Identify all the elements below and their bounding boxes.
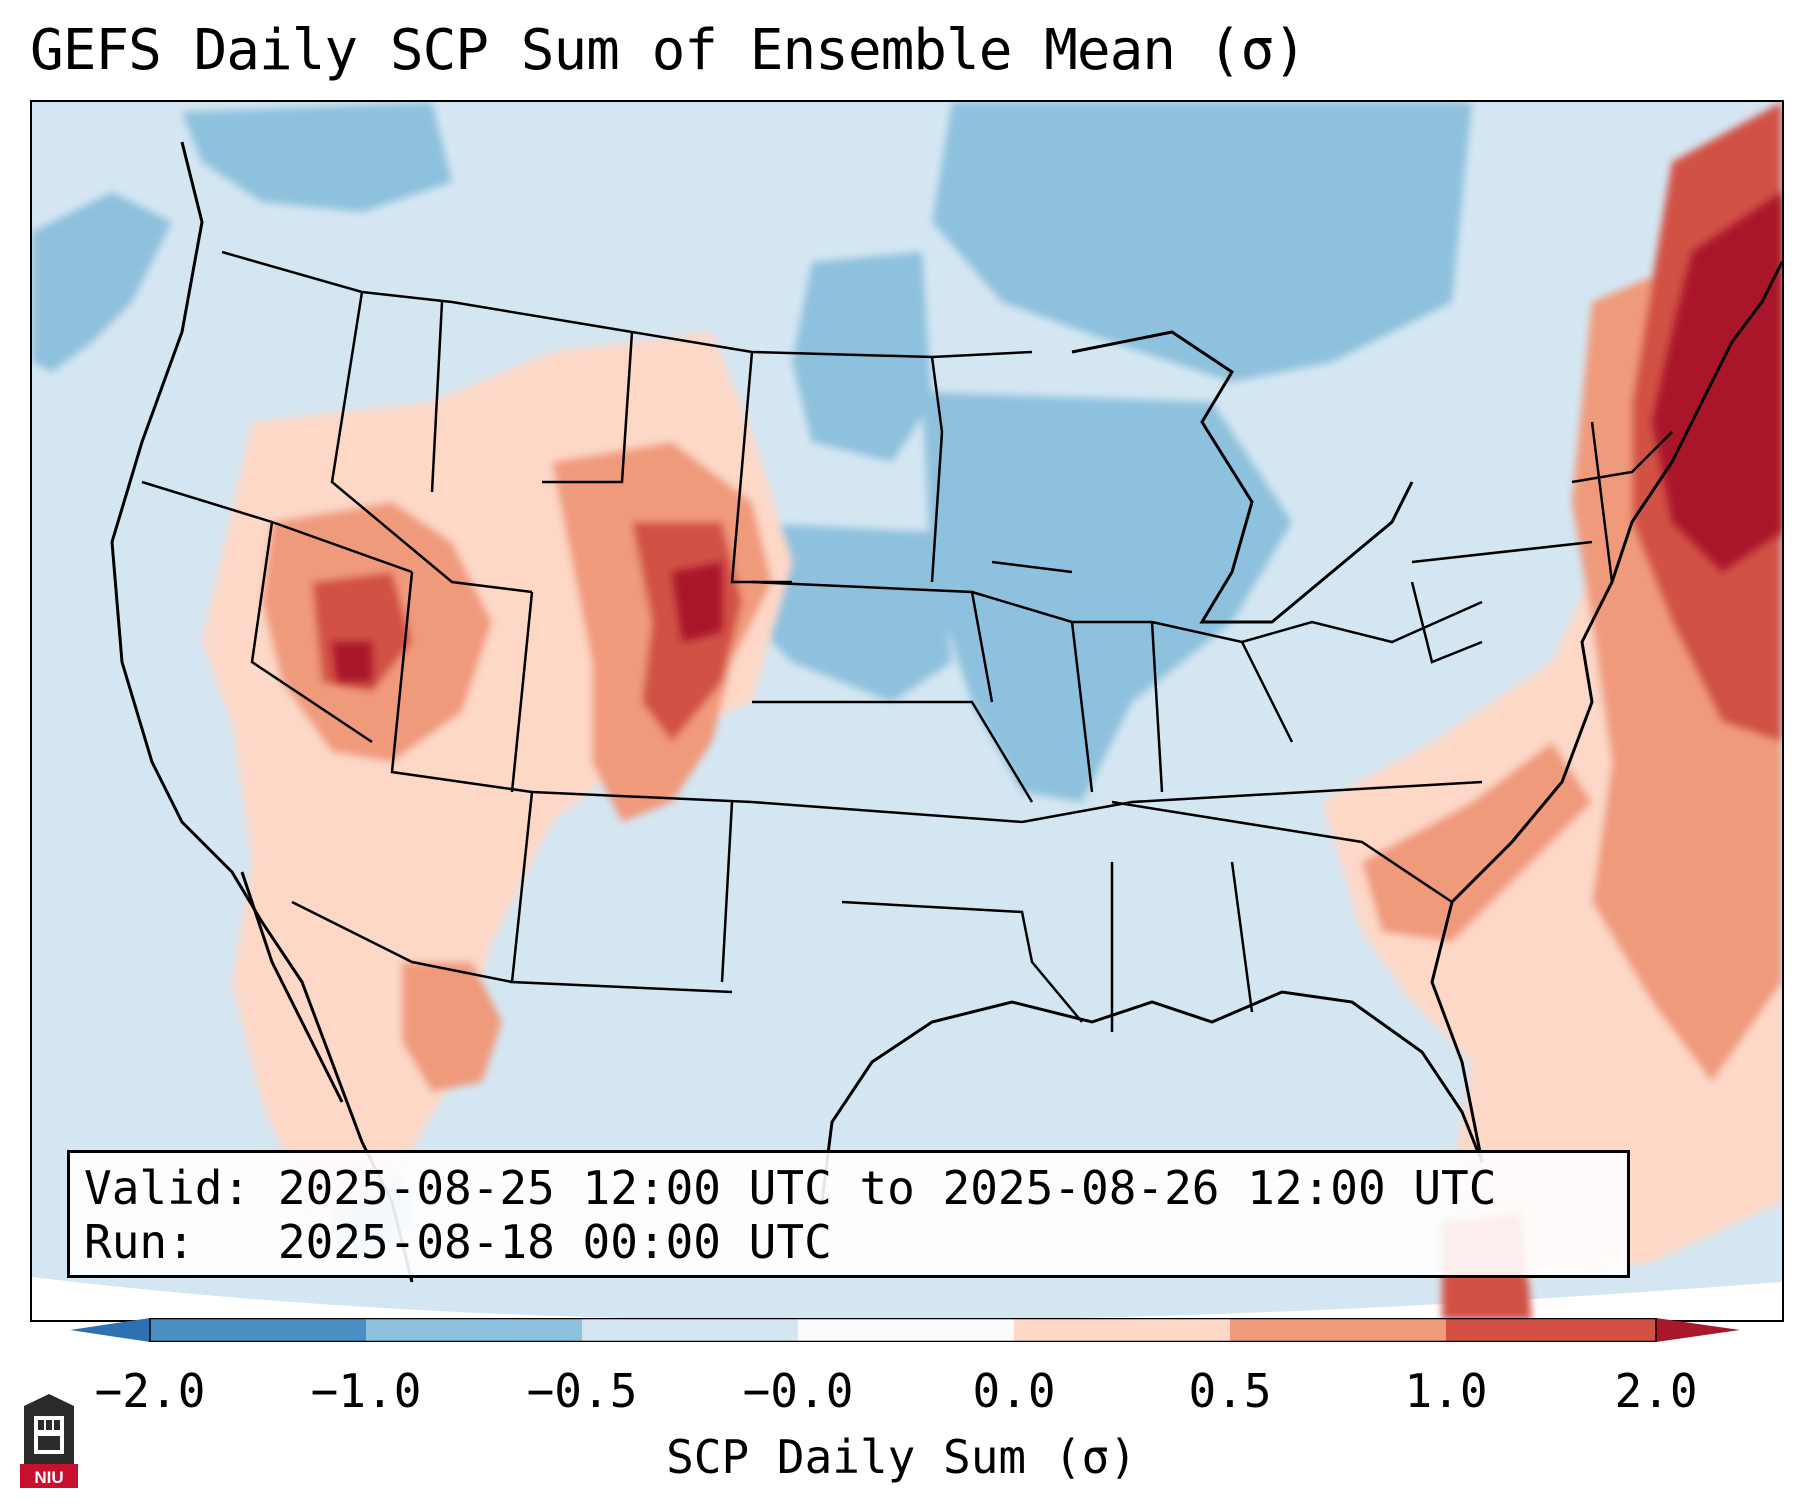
colorbar-tick-label: 0.5 bbox=[1188, 1364, 1272, 1418]
anomaly-moderate-carolinas bbox=[1362, 742, 1592, 942]
anomaly-low-bc bbox=[182, 102, 452, 212]
colorbar-segment-5 bbox=[1014, 1318, 1230, 1342]
anomaly-moderate-arizona bbox=[402, 962, 502, 1092]
baja-outline bbox=[240, 871, 344, 1103]
validity-info-box: Valid: 2025-08-25 12:00 UTC to 2025-08-2… bbox=[67, 1150, 1630, 1278]
colorbar-tick-label: −1.0 bbox=[310, 1364, 422, 1418]
valid-value: 2025-08-25 12:00 UTC to 2025-08-26 12:00… bbox=[277, 1161, 1497, 1215]
niu-logo: NIU bbox=[20, 1394, 78, 1488]
colorbar-extend-high bbox=[1656, 1318, 1740, 1342]
anomaly-low-dakotas bbox=[792, 252, 932, 462]
map-panel bbox=[30, 100, 1784, 1322]
anomaly-max-wyoming bbox=[672, 562, 722, 642]
coastline-east bbox=[1430, 261, 1782, 1163]
colorbar-frame bbox=[149, 1318, 1657, 1342]
colorbar-tick-label: 0.0 bbox=[972, 1364, 1056, 1418]
colorbar-segment-2 bbox=[366, 1318, 582, 1342]
colorbar-segment-6 bbox=[1230, 1318, 1446, 1342]
coastline bbox=[110, 141, 414, 1283]
anomaly-low-ontario bbox=[932, 102, 1472, 382]
colorbar-label: SCP Daily Sum (σ) bbox=[666, 1430, 1137, 1484]
anomaly-max-maine bbox=[1652, 192, 1782, 572]
colorbar-segment-1 bbox=[150, 1318, 366, 1342]
colorbar-tick-label: 1.0 bbox=[1404, 1364, 1488, 1418]
valid-label: Valid: bbox=[84, 1161, 251, 1215]
colorbar bbox=[70, 1318, 1740, 1342]
colorbar-segment-4 bbox=[798, 1318, 1014, 1342]
colorbar-segment-3 bbox=[582, 1318, 798, 1342]
run-value: 2025-08-18 00:00 UTC bbox=[277, 1215, 832, 1269]
great-lakes-outline bbox=[1071, 330, 1414, 624]
run-label: Run: bbox=[84, 1215, 195, 1269]
logo-text: NIU bbox=[34, 1468, 63, 1487]
anomaly-low-canada-west bbox=[32, 192, 172, 372]
map-svg bbox=[32, 102, 1782, 1320]
colorbar-tick-label: −0.0 bbox=[742, 1364, 854, 1418]
anomaly-max-nevada bbox=[332, 642, 372, 682]
colorbar-tick-label: −0.5 bbox=[526, 1364, 638, 1418]
coastline-gulf bbox=[820, 990, 1484, 1203]
chart-title: GEFS Daily SCP Sum of Ensemble Mean (σ) bbox=[30, 18, 1307, 83]
colorbar-segment-7 bbox=[1446, 1318, 1656, 1342]
colorbar-extend-low bbox=[70, 1318, 150, 1342]
colorbar-tick-label: −2.0 bbox=[94, 1364, 206, 1418]
colorbar-tick-label: 2.0 bbox=[1614, 1364, 1698, 1418]
projection-edge-white bbox=[32, 1277, 1782, 1320]
anomaly-low-midwest bbox=[922, 392, 1292, 802]
political-borders bbox=[141, 250, 1673, 1032]
